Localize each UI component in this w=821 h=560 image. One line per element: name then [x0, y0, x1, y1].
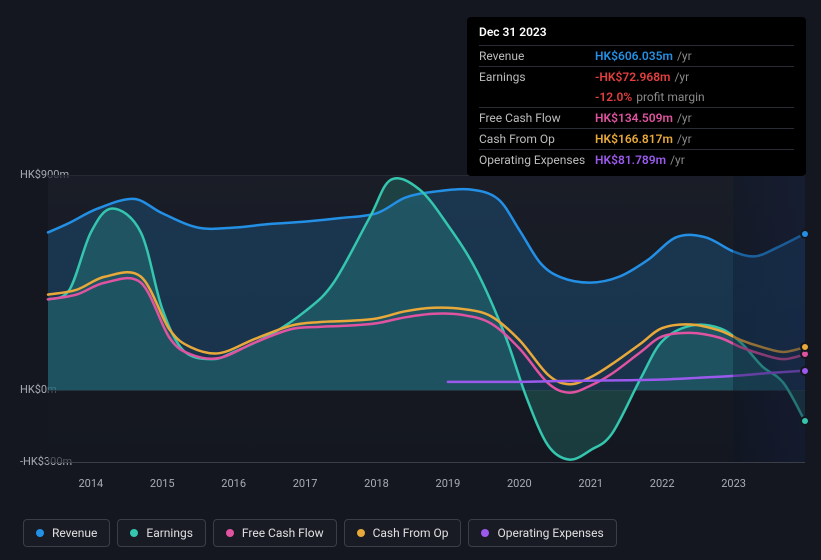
legend-label: Earnings [146, 526, 193, 540]
plot-region [48, 175, 805, 462]
financial-chart-panel: Dec 31 2023 RevenueHK$606.035m/yrEarning… [0, 0, 821, 560]
x-tick-label: 2014 [78, 477, 103, 490]
tooltip-row-suffix: profit margin [636, 90, 704, 104]
tooltip-row: Earnings-HK$72.968m/yr [479, 66, 794, 87]
series-end-marker [800, 229, 810, 239]
tooltip-row: Operating ExpensesHK$81.789m/yr [479, 149, 794, 170]
tooltip-row-value: -HK$72.968m [595, 70, 670, 84]
tooltip-row-label: Cash From Op [479, 132, 595, 146]
legend-dot-icon [481, 529, 489, 537]
tooltip-date: Dec 31 2023 [479, 25, 794, 43]
legend-label: Operating Expenses [497, 526, 603, 540]
series-end-marker [800, 416, 810, 426]
x-tick-label: 2022 [650, 477, 675, 490]
tooltip-row-suffix: /yr [677, 49, 692, 63]
legend-dot-icon [36, 529, 44, 537]
legend: Revenue Earnings Free Cash Flow Cash From O… [23, 519, 617, 547]
gridline [48, 462, 805, 463]
tooltip-row-suffix: /yr [677, 132, 692, 146]
legend-label: Free Cash Flow [242, 526, 324, 540]
legend-dot-icon [357, 529, 365, 537]
legend-toggle[interactable]: Revenue [23, 519, 110, 547]
tooltip-row-suffix: /yr [674, 70, 689, 84]
x-tick-label: 2021 [578, 477, 603, 490]
x-tick-label: 2020 [507, 477, 532, 490]
series-end-marker [800, 366, 810, 376]
legend-toggle[interactable]: Operating Expenses [468, 519, 616, 547]
tooltip-row-label: Operating Expenses [479, 153, 595, 167]
legend-dot-icon [226, 529, 234, 537]
series-end-marker [800, 342, 810, 352]
tooltip-row-label: Revenue [479, 49, 595, 63]
x-tick-label: 2016 [221, 477, 246, 490]
tooltip-row-value: HK$134.509m [595, 111, 673, 125]
legend-toggle[interactable]: Cash From Op [344, 519, 462, 547]
tooltip-rows: RevenueHK$606.035m/yrEarnings-HK$72.968m… [479, 45, 794, 170]
legend-dot-icon [130, 529, 138, 537]
tooltip-row-label: Free Cash Flow [479, 111, 595, 125]
tooltip-row-label: Earnings [479, 70, 595, 84]
tooltip-row: RevenueHK$606.035m/yr [479, 45, 794, 66]
x-tick-label: 2015 [150, 477, 175, 490]
legend-label: Cash From Op [373, 526, 449, 540]
tooltip-row-value: -12.0% [595, 90, 632, 104]
forecast-band [733, 175, 805, 462]
tooltip-row-value: HK$166.817m [595, 132, 673, 146]
tooltip-row-value: HK$81.789m [595, 153, 666, 167]
tooltip-row-suffix: /yr [677, 111, 692, 125]
x-tick-label: 2018 [364, 477, 389, 490]
x-tick-label: 2017 [293, 477, 318, 490]
datapoint-tooltip: Dec 31 2023 RevenueHK$606.035m/yrEarning… [467, 17, 806, 176]
tooltip-row: Free Cash FlowHK$134.509m/yr [479, 107, 794, 128]
tooltip-row: Cash From OpHK$166.817m/yr [479, 128, 794, 149]
tooltip-row-suffix: /yr [670, 153, 685, 167]
tooltip-row-value: HK$606.035m [595, 49, 673, 63]
x-tick-label: 2019 [436, 477, 461, 490]
chart-area[interactable]: HK$900mHK$0m-HK$300m 2014201520162017201… [16, 160, 805, 480]
tooltip-row: -12.0% profit margin [479, 87, 794, 107]
tooltip-row-label [479, 90, 595, 104]
legend-label: Revenue [52, 526, 97, 540]
legend-toggle[interactable]: Earnings [117, 519, 206, 547]
legend-toggle[interactable]: Free Cash Flow [213, 519, 337, 547]
x-tick-label: 2023 [721, 477, 746, 490]
